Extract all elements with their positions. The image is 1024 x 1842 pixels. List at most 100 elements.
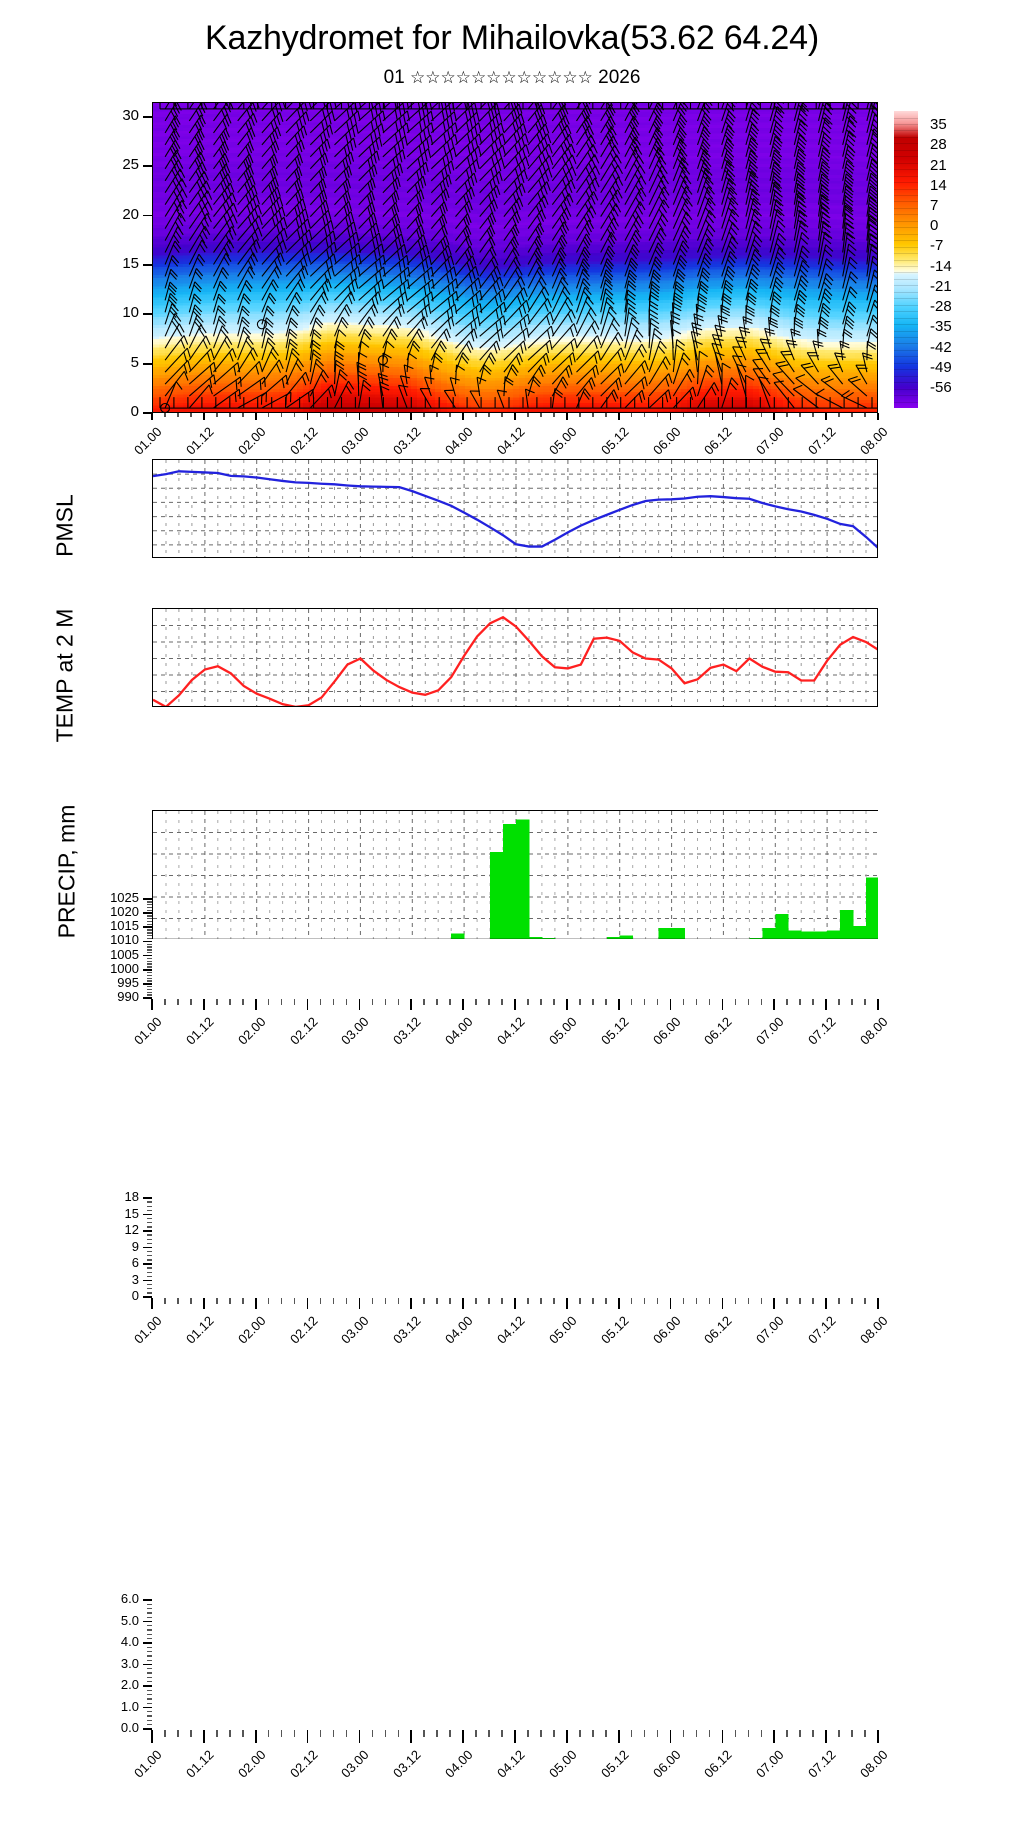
- cross-section-plot-area: [152, 102, 878, 413]
- y-tick-minor: [147, 1239, 152, 1240]
- x-tick-minor: [748, 413, 750, 417]
- x-tick-major: [514, 413, 516, 420]
- colorbar-band: [894, 402, 918, 403]
- x-tick-label: 07.12: [743, 1747, 838, 1842]
- x-tick-minor: [164, 1730, 166, 1737]
- x-tick-label: 07.12: [743, 1014, 838, 1109]
- x-tick-minor: [242, 1730, 244, 1737]
- x-tick-minor: [631, 413, 633, 417]
- x-tick-minor: [696, 1298, 698, 1304]
- x-tick-label: 02.12: [225, 1747, 320, 1842]
- x-tick-minor: [501, 413, 503, 417]
- x-tick-label: 08.00: [795, 1014, 890, 1109]
- colorbar-band: [894, 279, 918, 280]
- x-tick-label: 02.12: [225, 1313, 320, 1408]
- x-tick-major: [670, 1298, 672, 1309]
- colorbar-gradient: [894, 111, 918, 408]
- x-tick-label: 04.00: [380, 1313, 475, 1408]
- y-tick-label: 6.0: [39, 1592, 139, 1605]
- y-tick-major: [143, 1664, 152, 1666]
- x-tick-major: [151, 1730, 153, 1743]
- x-tick-major: [566, 413, 568, 420]
- x-tick-major: [514, 1730, 516, 1743]
- x-tick-major: [359, 413, 361, 420]
- colorbar-band: [894, 227, 918, 228]
- x-tick-label: 04.12: [432, 1014, 527, 1109]
- colorbar-tick-label: 28: [930, 136, 947, 153]
- x-tick-minor: [579, 1298, 581, 1304]
- colorbar-band: [894, 272, 918, 273]
- precip-axis-title: PRECIP, mm: [54, 767, 81, 977]
- x-tick-minor: [268, 1298, 270, 1304]
- y-tick-label: 10: [39, 306, 139, 319]
- x-tick-minor: [709, 1730, 711, 1737]
- colorbar-band: [894, 331, 918, 332]
- x-tick-minor: [488, 413, 490, 417]
- y-tick-minor: [147, 1715, 152, 1716]
- colorbar-band: [894, 163, 918, 164]
- x-tick-major: [877, 413, 879, 420]
- y-tick-minor: [147, 1617, 152, 1618]
- y-tick-minor: [147, 1608, 152, 1609]
- x-tick-minor: [786, 1730, 788, 1737]
- x-tick-minor: [294, 1298, 296, 1304]
- x-tick-minor: [385, 1730, 387, 1737]
- y-tick-label: 1.0: [39, 1700, 139, 1713]
- colorbar-band: [894, 150, 918, 151]
- x-tick-minor: [398, 1730, 400, 1737]
- y-tick-label: 3: [39, 1273, 139, 1286]
- x-tick-minor: [553, 1298, 555, 1304]
- colorbar-band: [894, 124, 918, 125]
- x-tick-major: [410, 413, 412, 420]
- x-tick-label: 06.12: [640, 1014, 735, 1109]
- y-tick-minor: [147, 1651, 152, 1652]
- y-tick-minor: [147, 1655, 152, 1656]
- y-tick-minor: [147, 1267, 152, 1268]
- y-tick-minor: [147, 1647, 152, 1648]
- y-tick-major: [143, 1621, 152, 1623]
- x-tick-minor: [190, 1730, 192, 1737]
- y-tick-minor: [147, 1218, 152, 1219]
- y-tick-minor: [147, 1625, 152, 1626]
- x-tick-minor: [631, 1298, 633, 1304]
- x-tick-minor: [864, 413, 866, 417]
- x-tick-minor: [501, 1730, 503, 1737]
- colorbar-band: [894, 130, 918, 131]
- pmsl-plot-area: [152, 459, 878, 558]
- y-tick-major: [143, 215, 152, 217]
- x-tick-label: 05.12: [536, 1014, 631, 1109]
- x-tick-label: 04.12: [432, 1747, 527, 1842]
- y-tick-minor: [147, 1243, 152, 1244]
- colorbar-tick-label: -42: [930, 339, 952, 356]
- x-tick-label: 06.00: [588, 1014, 683, 1109]
- x-tick-minor: [540, 1298, 542, 1304]
- colorbar-tick-label: 21: [930, 157, 947, 174]
- colorbar-band: [894, 189, 918, 190]
- x-tick-minor: [320, 1730, 322, 1737]
- colorbar-band: [894, 343, 918, 344]
- y-tick-label: 15: [39, 257, 139, 270]
- x-tick-minor: [657, 413, 659, 417]
- x-tick-major: [566, 1298, 568, 1309]
- x-tick-minor: [294, 1730, 296, 1737]
- x-tick-minor: [851, 1730, 853, 1737]
- x-tick-minor: [320, 1298, 322, 1304]
- x-tick-label: 03.00: [277, 1014, 372, 1109]
- x-tick-major: [877, 1298, 879, 1309]
- y-tick-major: [143, 1707, 152, 1709]
- colorbar-band: [894, 143, 918, 144]
- temp-axis-title: TEMP at 2 M: [52, 566, 79, 786]
- pmsl-canvas: [153, 460, 878, 558]
- precipitation-canvas: [153, 811, 878, 939]
- colorbar-band: [894, 389, 918, 390]
- x-tick-major: [462, 1298, 464, 1309]
- y-tick-major: [143, 1197, 152, 1199]
- x-tick-major: [825, 413, 827, 420]
- y-tick-minor: [147, 1226, 152, 1227]
- x-tick-minor: [812, 413, 814, 417]
- y-tick-minor: [147, 1711, 152, 1712]
- x-tick-minor: [644, 413, 646, 417]
- x-tick-major: [618, 1730, 620, 1743]
- colorbar-band: [894, 298, 918, 299]
